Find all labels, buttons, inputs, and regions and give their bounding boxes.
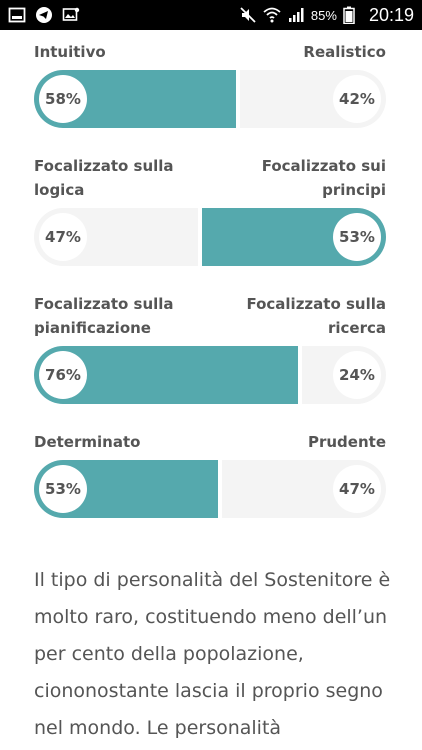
left-percentage: 58%	[39, 75, 87, 123]
gallery-notification-icon	[8, 6, 26, 24]
right-trait-label: Focalizzato sui principi	[261, 157, 386, 199]
right-trait-label: Prudente	[307, 433, 386, 451]
left-percentage: 47%	[39, 213, 87, 261]
left-percentage: 76%	[39, 351, 87, 399]
mute-icon	[239, 6, 257, 24]
right-trait-label: Focalizzato sulla ricerca	[246, 295, 386, 337]
trait-planning-research: Focalizzato sulla pianificazione Focaliz…	[34, 292, 386, 404]
battery-icon	[343, 6, 361, 24]
right-percentage: 47%	[333, 465, 381, 513]
right-percentage: 24%	[333, 351, 381, 399]
left-trait-label: Focalizzato sulla logica	[34, 157, 174, 199]
right-percentage: 53%	[333, 213, 381, 261]
left-percentage: 53%	[39, 465, 87, 513]
wifi-icon	[263, 6, 281, 24]
telegram-icon	[35, 6, 53, 24]
trait-bar: 58% 42%	[34, 70, 386, 128]
picture-message-icon	[62, 6, 80, 24]
right-trait-label: Realistico	[303, 43, 386, 61]
battery-percentage: 85%	[310, 7, 337, 23]
signal-icon	[287, 6, 305, 24]
description-paragraph: Il tipo di personalità del Sostenitore è…	[34, 569, 391, 739]
clock: 20:19	[368, 4, 414, 25]
trait-logic-principles: Focalizzato sulla logica Focalizzato sui…	[34, 154, 386, 266]
status-bar: 85% 20:19	[0, 0, 422, 30]
trait-bar: 47% 53%	[34, 208, 386, 266]
right-percentage: 42%	[333, 75, 381, 123]
trait-bar: 53% 47%	[34, 460, 386, 518]
trait-intuitive-realistic: Intuitivo Realistico 58% 42%	[34, 40, 386, 128]
left-trait-label: Intuitivo	[34, 43, 106, 61]
left-trait-label: Determinato	[34, 433, 141, 451]
trait-bar: 76% 24%	[34, 346, 386, 404]
left-trait-label: Focalizzato sulla pianificazione	[34, 295, 174, 337]
trait-determined-prudent: Determinato Prudente 53% 47%	[34, 430, 386, 518]
